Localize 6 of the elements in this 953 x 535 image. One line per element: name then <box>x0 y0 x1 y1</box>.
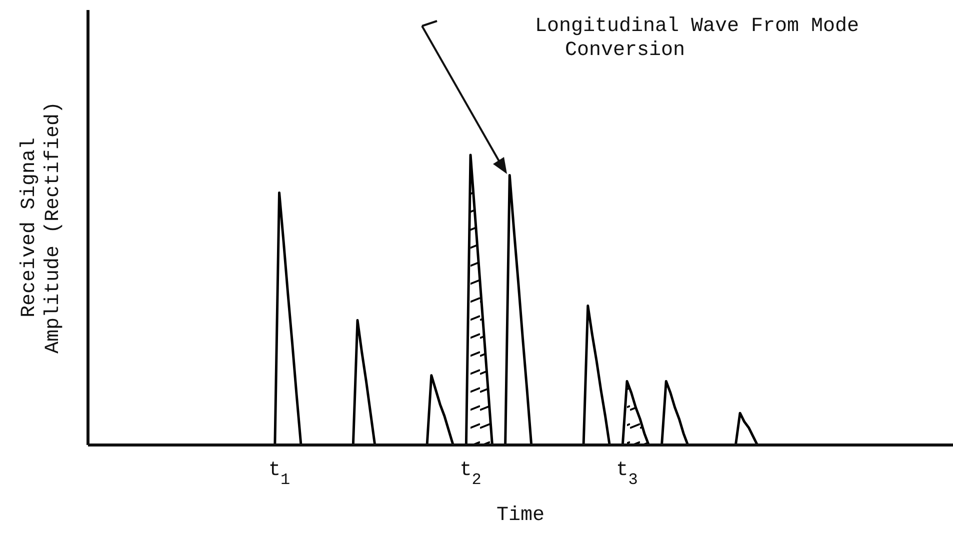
x-tick-label: t$_{1}$ <box>268 459 290 489</box>
text: Longitudinal Wave From Mode Conversion <box>535 15 860 62</box>
x-axis-title: Time <box>496 504 545 527</box>
y-axis-title: Received Signal Amplitude (Rectified) <box>18 101 65 354</box>
x-tick-label: t$_{3}$ <box>616 459 638 489</box>
x-tick-label: t$_{2}$ <box>460 459 482 489</box>
